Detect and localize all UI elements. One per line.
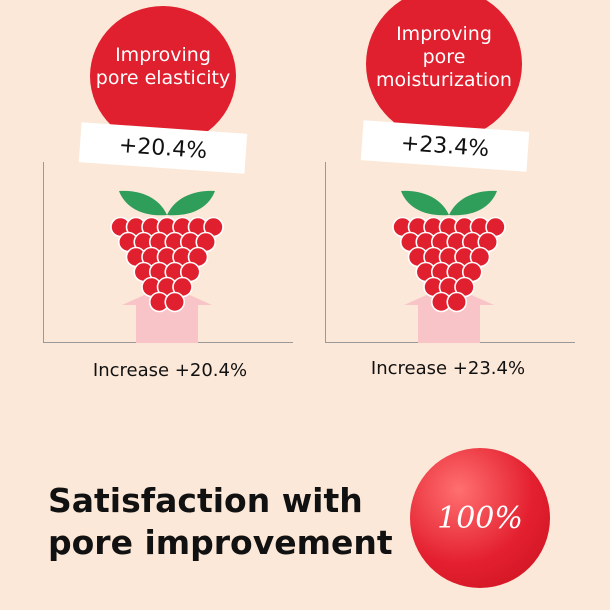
panel-pore-elasticity: Improving pore elasticity +20.4% Increase… <box>0 0 293 400</box>
raspberry-icon <box>392 190 506 343</box>
badge-value: 100% <box>437 500 523 536</box>
title-line: moisturization <box>376 68 512 91</box>
arrow-shape <box>404 285 494 343</box>
y-axis <box>325 162 326 342</box>
caption: Increase +23.4% <box>370 358 526 379</box>
caption: Increase +20.4% <box>92 360 248 381</box>
leaf-left <box>119 190 167 216</box>
value-text: +20.4% <box>118 132 208 164</box>
satisfaction-badge: 100% <box>410 448 550 588</box>
title-line: Improving <box>396 22 492 45</box>
drupe <box>164 291 186 313</box>
title-bubble: Improving pore elasticity <box>90 6 236 146</box>
leaf-left <box>401 190 449 216</box>
panel-pore-moisturization: Improving pore moisturization +23.4% Incre… <box>282 0 575 400</box>
raspberry-icon <box>110 190 224 343</box>
headline-line: Satisfaction with <box>48 481 363 520</box>
arrow-shape <box>122 285 212 343</box>
leaf-right <box>449 190 497 216</box>
value-tag: +23.4% <box>360 120 530 172</box>
headline-line: pore improvement <box>48 523 393 562</box>
value-text: +23.4% <box>400 130 490 162</box>
title-line: pore elasticity <box>95 67 231 89</box>
title-line: Improving <box>115 44 211 66</box>
drupe <box>446 291 468 313</box>
satisfaction-headline: Satisfaction with pore improvement <box>48 480 393 564</box>
leaf-right <box>167 190 215 216</box>
value-tag: +20.4% <box>78 122 248 174</box>
title-line: pore <box>422 45 466 68</box>
title-bubble: Improving pore moisturization <box>366 0 522 140</box>
y-axis <box>43 162 44 342</box>
